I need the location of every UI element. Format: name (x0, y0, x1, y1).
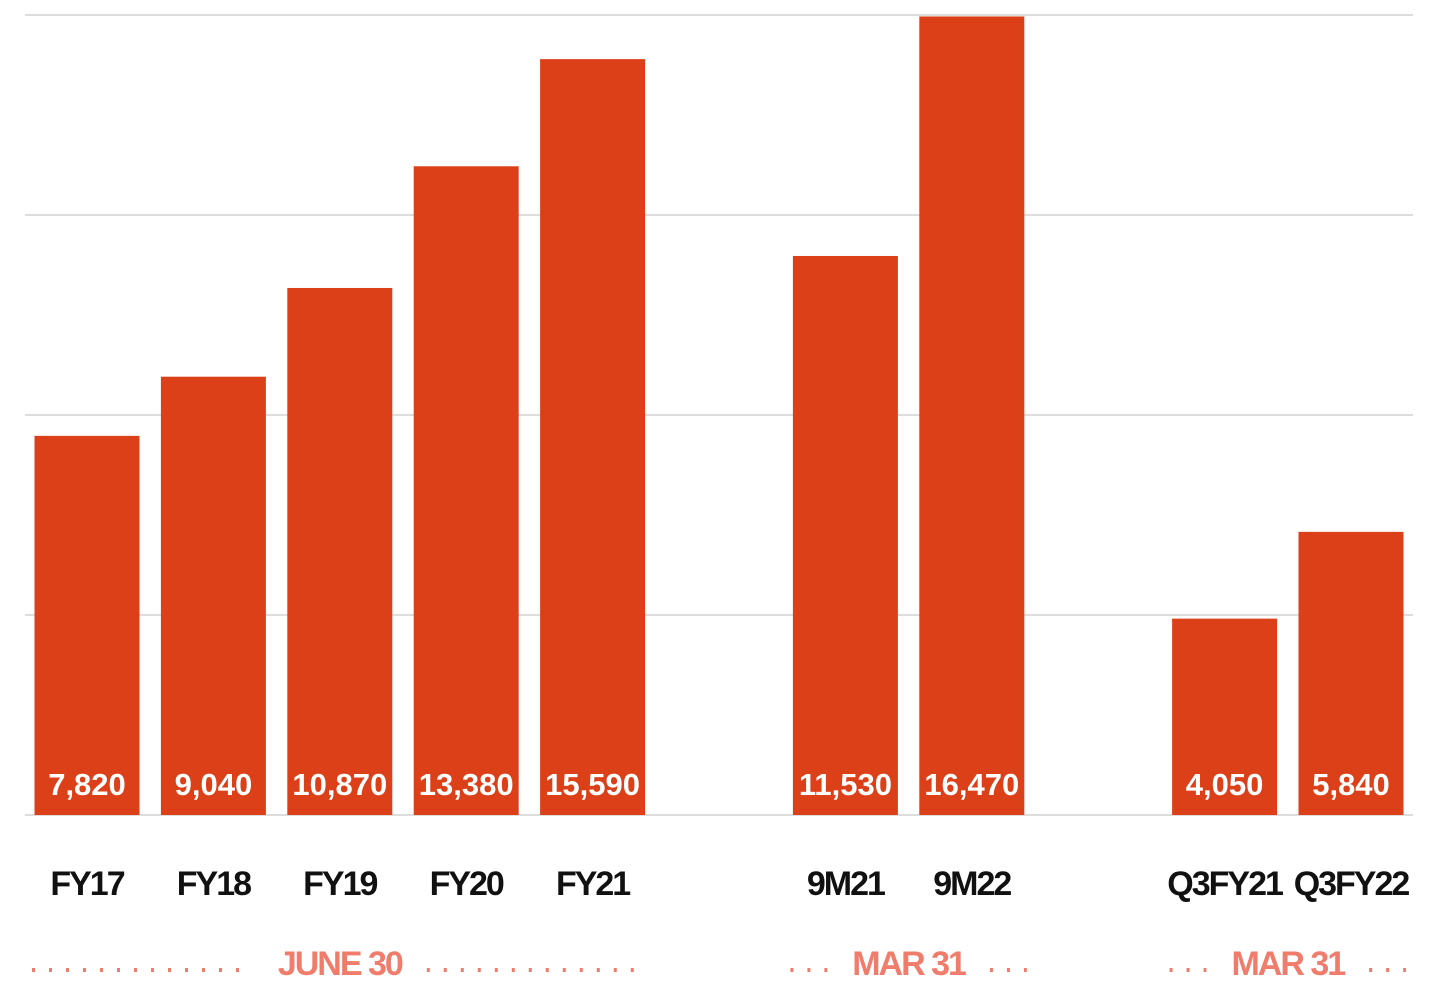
bar (160, 376, 266, 815)
bar (1172, 618, 1278, 815)
bar (919, 16, 1025, 816)
group-label: MAR 31 (852, 945, 966, 983)
bar (34, 435, 140, 815)
x-tick-label: FY20 (430, 865, 504, 903)
value-label: 15,590 (545, 767, 640, 802)
x-tick-label: FY18 (177, 865, 251, 903)
x-tick-label: FY19 (303, 865, 377, 903)
x-tick-label: FY21 (556, 865, 630, 903)
value-label: 11,530 (799, 767, 892, 802)
value-label: 16,470 (924, 767, 1019, 802)
group-label: MAR 31 (1231, 945, 1345, 983)
bar (287, 287, 393, 815)
value-label: 10,870 (292, 767, 387, 802)
value-label: 5,840 (1312, 767, 1390, 802)
bar (1298, 531, 1404, 815)
value-label: 13,380 (419, 767, 514, 802)
x-tick-label: Q3FY21 (1167, 865, 1283, 903)
x-tick-label: Q3FY22 (1294, 865, 1410, 903)
bar (540, 59, 646, 815)
x-tick-label: 9M21 (807, 865, 885, 903)
x-tick-label: 9M22 (933, 865, 1011, 903)
value-label: 4,050 (1186, 767, 1264, 802)
group-label: JUNE 30 (278, 945, 403, 983)
value-label: 9,040 (175, 767, 253, 802)
bar (792, 255, 898, 815)
x-tick-label: FY17 (50, 865, 124, 903)
bar (413, 166, 519, 816)
value-label: 7,820 (48, 767, 126, 802)
